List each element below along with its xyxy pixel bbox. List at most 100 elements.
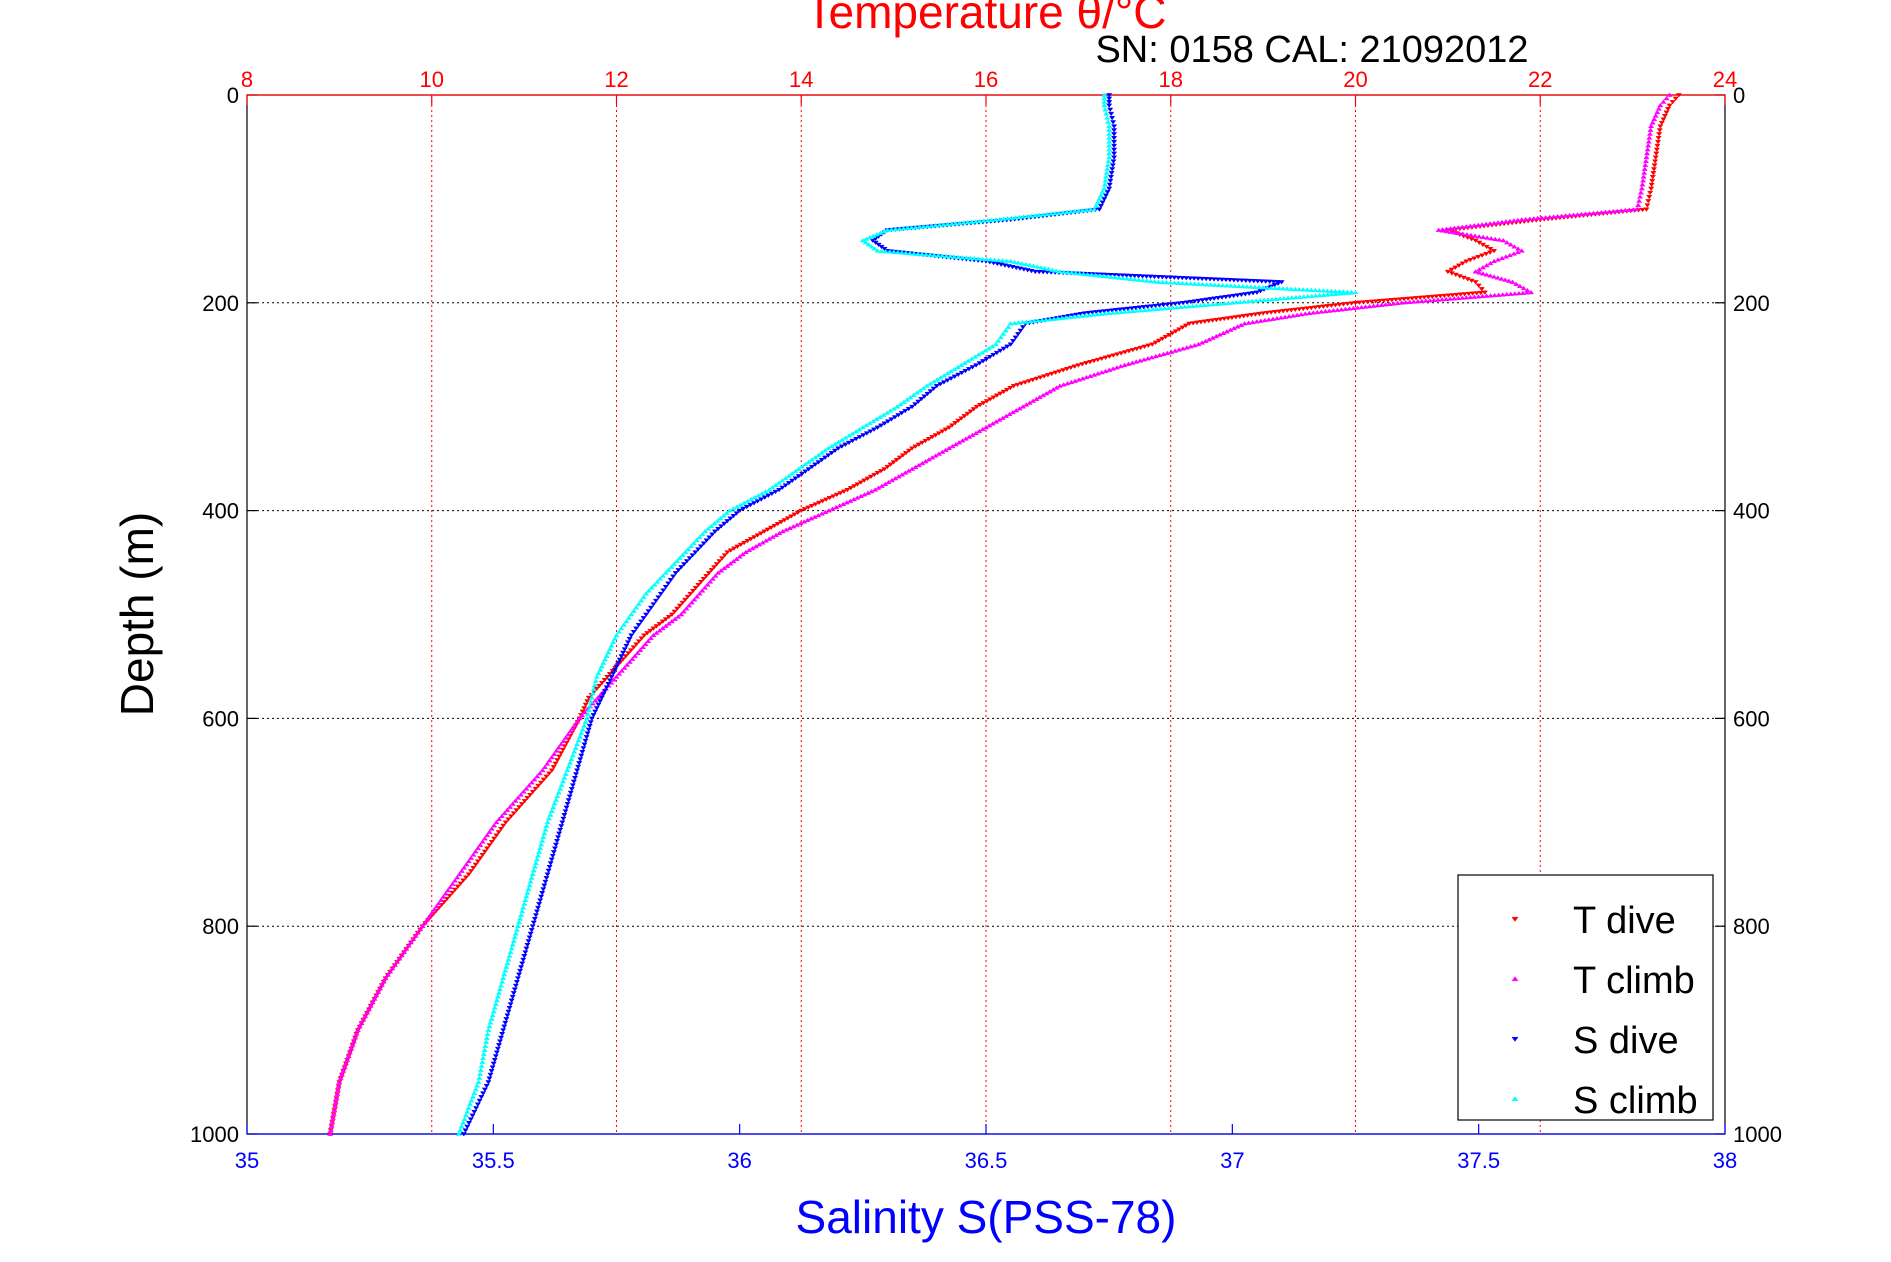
data-point (473, 1106, 480, 1111)
data-point (561, 813, 568, 818)
data-point (1402, 299, 1409, 305)
data-point (842, 435, 849, 440)
data-point (565, 764, 572, 769)
data-point (336, 1079, 343, 1084)
data-point (334, 1087, 342, 1092)
data-point (1195, 281, 1202, 286)
data-point (1639, 182, 1646, 187)
data-point (536, 770, 543, 776)
data-point (902, 250, 909, 255)
data-point (1220, 330, 1227, 335)
data-point (1078, 313, 1085, 318)
data-point (708, 568, 715, 573)
data-point (746, 547, 753, 553)
data-point (1284, 295, 1292, 300)
data-point (1265, 317, 1272, 322)
data-point (884, 419, 892, 424)
data-point (474, 1102, 481, 1107)
data-point (888, 227, 895, 232)
data-point (1490, 220, 1498, 225)
data-point (1292, 294, 1299, 300)
data-point (595, 702, 602, 708)
data-point (912, 224, 919, 230)
data-point (1018, 261, 1026, 266)
data-point (489, 1065, 496, 1070)
data-point (1483, 272, 1490, 277)
data-point (470, 852, 477, 857)
data-point (553, 748, 560, 753)
data-point (1498, 276, 1505, 281)
data-point (733, 556, 740, 561)
data-point (769, 534, 776, 539)
data-point (955, 418, 962, 424)
data-point (1152, 303, 1159, 309)
data-point (341, 1064, 348, 1070)
data-point (990, 352, 997, 358)
data-point (940, 222, 947, 227)
data-point (496, 816, 503, 822)
data-point (1655, 136, 1662, 141)
data-point (1455, 295, 1462, 301)
data-point (1101, 182, 1108, 187)
data-point (1265, 297, 1272, 302)
data-point (1030, 263, 1037, 268)
data-point (1238, 322, 1245, 327)
data-point (733, 504, 741, 509)
data-point (891, 415, 898, 420)
data-point (505, 817, 512, 822)
data-point (847, 498, 854, 503)
data-point (808, 516, 815, 521)
data-point (1005, 324, 1012, 329)
data-point (1661, 113, 1669, 119)
data-point (909, 446, 916, 451)
data-point (939, 253, 946, 258)
data-point (1083, 374, 1090, 380)
data-point (540, 834, 547, 839)
data-point (996, 216, 1003, 222)
data-point (1004, 344, 1011, 349)
data-point (1161, 305, 1168, 311)
data-point (521, 799, 528, 804)
data-point (598, 680, 606, 686)
data-point (1582, 211, 1589, 216)
data-point (959, 254, 966, 260)
data-point (1058, 315, 1065, 320)
data-point (634, 650, 641, 655)
data-point (856, 427, 863, 432)
data-point (736, 508, 743, 514)
data-point (412, 933, 419, 938)
data-point (610, 671, 617, 676)
data-point (525, 783, 533, 788)
data-point (1051, 210, 1059, 216)
data-point (1645, 143, 1652, 148)
data-point (1145, 307, 1152, 312)
data-point (1103, 170, 1110, 175)
data-point (1131, 274, 1138, 279)
data-point (1354, 305, 1361, 310)
data-point (459, 1120, 467, 1125)
data-point (537, 780, 545, 786)
data-point (527, 879, 534, 884)
data-point (1451, 225, 1458, 230)
data-point (1014, 382, 1021, 388)
data-point (1638, 185, 1645, 191)
data-point (665, 581, 672, 586)
data-point (502, 1020, 509, 1026)
data-point (1164, 302, 1171, 307)
data-point (1099, 200, 1106, 205)
data-point (1483, 221, 1490, 226)
data-point (1263, 285, 1271, 290)
data-point (642, 641, 649, 646)
data-point (1019, 319, 1026, 325)
data-point (570, 779, 578, 784)
data-point (904, 397, 911, 402)
data-point (702, 528, 709, 534)
data-point (1222, 277, 1230, 283)
data-point (1378, 302, 1385, 307)
data-point (1475, 234, 1483, 239)
data-point (713, 562, 720, 567)
data-point (525, 939, 532, 944)
data-point (930, 379, 937, 384)
data-point (456, 871, 463, 877)
data-point (1308, 293, 1315, 298)
